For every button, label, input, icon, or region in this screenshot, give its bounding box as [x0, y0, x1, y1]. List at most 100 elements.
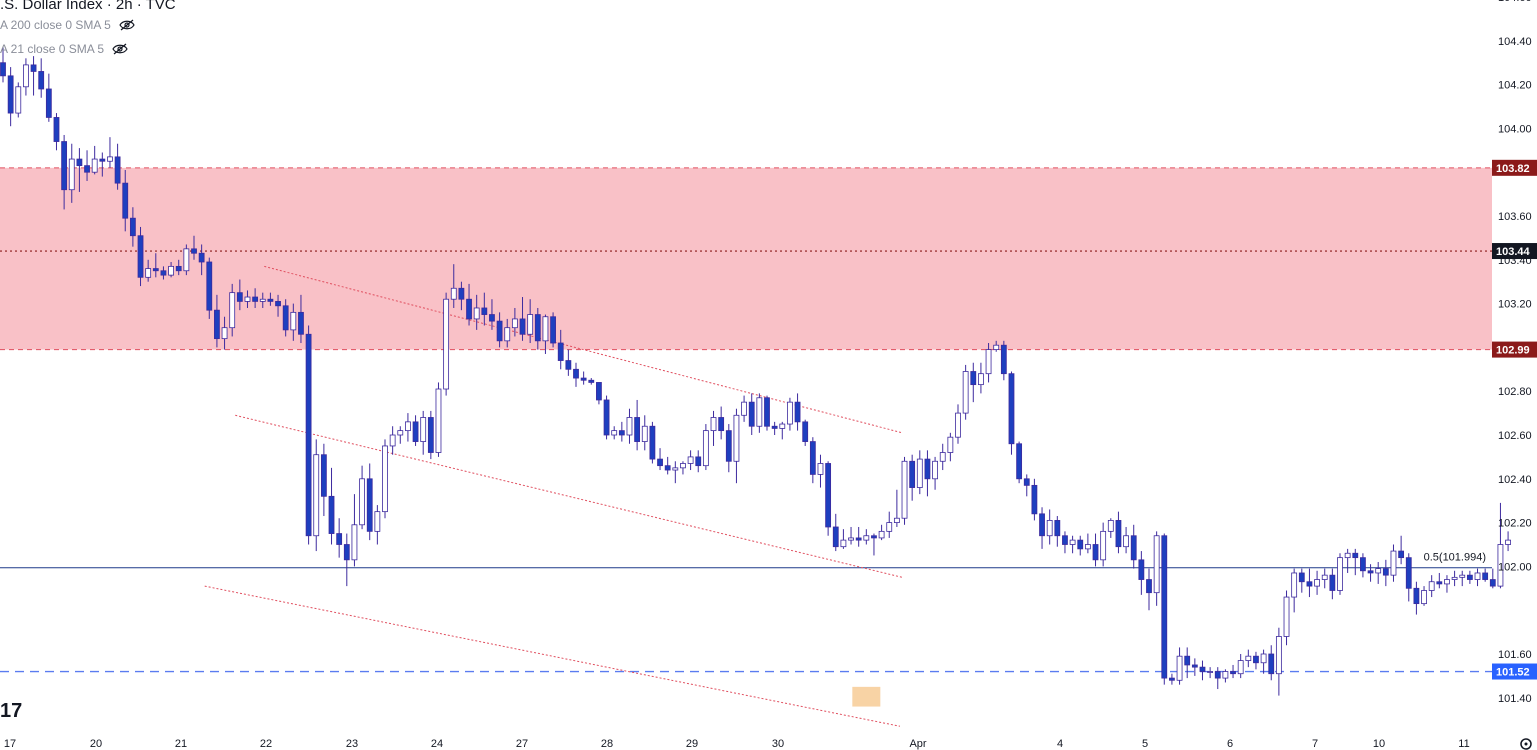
price-tag-label: 102.99: [1496, 345, 1530, 357]
candle-body: [129, 217, 136, 237]
y-tick-label: 102.00: [1498, 561, 1532, 573]
candle-body: [1382, 568, 1389, 576]
candle-body: [23, 64, 29, 88]
candle-body: [855, 537, 862, 541]
candle-body: [267, 298, 274, 302]
candle: [1230, 664, 1236, 679]
candle: [343, 533, 350, 587]
candle-body: [947, 436, 954, 453]
candle-body: [993, 344, 1000, 350]
y-tick-label: 103.20: [1498, 299, 1532, 311]
candle-body: [1405, 557, 1412, 589]
candle-body: [1230, 671, 1236, 675]
indicator-sma-21[interactable]: A 21 close 0 SMA 5: [0, 42, 128, 56]
candle-body: [1130, 535, 1137, 561]
candle: [405, 413, 411, 442]
candle-body: [336, 533, 343, 545]
candle-body: [359, 478, 365, 526]
candle: [1398, 535, 1405, 565]
candle: [489, 299, 495, 330]
candle-body: [970, 371, 977, 386]
candle-body: [511, 318, 518, 329]
candle: [435, 382, 442, 457]
candle: [832, 513, 839, 552]
candle-body: [114, 156, 121, 184]
candle: [1046, 509, 1053, 545]
candle-body: [1092, 544, 1099, 561]
candle-body: [1352, 552, 1359, 559]
candle: [680, 461, 686, 475]
candle: [809, 437, 816, 484]
candle: [916, 450, 923, 495]
x-tick-label: 7: [1312, 738, 1318, 750]
y-tick-label: 104.60: [1498, 0, 1532, 4]
candle: [771, 421, 778, 435]
candle-body: [412, 421, 419, 442]
indicator-sma-200[interactable]: A 200 close 0 SMA 5: [0, 18, 135, 32]
candle-body: [183, 248, 190, 272]
x-tick-label: 30: [772, 738, 784, 750]
candle: [672, 461, 679, 484]
x-tick-label: 4: [1057, 738, 1063, 750]
candle: [588, 378, 595, 385]
candle: [1214, 667, 1221, 690]
candle: [412, 415, 419, 446]
candle-body: [450, 287, 457, 300]
candle: [473, 294, 480, 330]
candle: [695, 450, 702, 473]
candle: [1390, 544, 1397, 582]
y-tick-label: 102.40: [1498, 474, 1532, 486]
candle: [1191, 658, 1198, 676]
candle-body: [259, 298, 266, 302]
candle-body: [871, 535, 877, 539]
price-tag-box: [1492, 159, 1537, 176]
candle: [550, 312, 556, 348]
candle: [573, 362, 579, 387]
candle-body: [1398, 550, 1405, 559]
candle: [267, 292, 274, 306]
candle: [802, 419, 809, 446]
candle: [611, 426, 618, 440]
candle-body: [955, 412, 961, 438]
candle-body: [229, 292, 236, 329]
candle: [1107, 518, 1114, 538]
candle-body: [840, 539, 847, 548]
candle-body: [1505, 539, 1511, 545]
candle-body: [1283, 596, 1290, 637]
candle-body: [962, 371, 969, 414]
candle-body: [580, 377, 587, 381]
candle-body: [825, 463, 832, 528]
candle-body: [1421, 590, 1427, 605]
candle: [229, 283, 236, 337]
candle: [1421, 586, 1427, 606]
candle-body: [191, 248, 197, 254]
price-axis[interactable]: 104.60104.40104.20104.00103.60103.40103.…: [1498, 0, 1532, 705]
eye-crossed-icon[interactable]: [119, 19, 135, 31]
candle: [794, 393, 801, 431]
candle-body: [1275, 636, 1282, 675]
eye-crossed-icon[interactable]: [112, 43, 128, 55]
time-axis[interactable]: 17 20 21 22 23 24 27 28 29 30 Apr 4 5 6 7 10 11: [4, 738, 1532, 750]
candle-body: [519, 318, 526, 335]
gear-ring: [1520, 738, 1532, 750]
candle-body: [458, 287, 465, 300]
candle: [1329, 568, 1336, 600]
x-tick-label: 17: [4, 738, 16, 750]
candle: [1062, 531, 1068, 554]
candle: [985, 343, 992, 383]
candle: [848, 526, 854, 545]
candle: [282, 299, 289, 337]
candle-body: [282, 305, 289, 331]
candle-body: [1214, 671, 1221, 679]
candle: [779, 421, 786, 440]
y-tick-label: 102.80: [1498, 386, 1532, 398]
candle: [1077, 535, 1084, 556]
candle-body: [152, 268, 159, 272]
candle-body: [1314, 579, 1320, 587]
candle-body: [1084, 544, 1091, 550]
candle: [504, 318, 511, 348]
candle-body: [1474, 572, 1481, 580]
candle-body: [305, 333, 312, 537]
candle: [15, 82, 22, 118]
